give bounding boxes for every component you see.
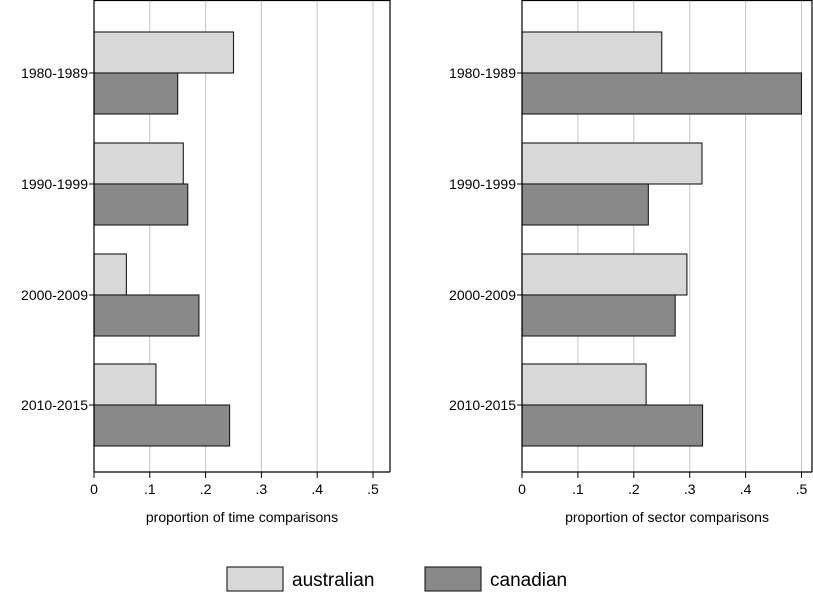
panel-2-category-label-1: 1980-1989 xyxy=(449,65,516,81)
panel-2-x-tick-label-0: 0 xyxy=(518,481,526,497)
panel-1-bar-canadian-1980-1989 xyxy=(93,72,179,115)
panel-1-bar-australian-2010-2015 xyxy=(93,363,157,406)
panel-1-x-tick-label-4: .4 xyxy=(311,481,323,497)
legend-swatch-canadian xyxy=(424,566,482,592)
panel-2-x-axis-title: proportion of sector comparisons xyxy=(565,509,769,525)
panel-1-x-tick-label-2: .2 xyxy=(200,481,212,497)
panel-1-bar-canadian-2000-2009 xyxy=(93,294,200,337)
panel-1-category-label-2: 1990-1999 xyxy=(21,176,88,192)
panel-1-x-tick-label-5: .5 xyxy=(367,481,379,497)
panel-1-x-tick-label-1: .1 xyxy=(144,481,156,497)
panel-1-category-label-1: 1980-1989 xyxy=(21,65,88,81)
panel-2-bar-canadian-1990-1999 xyxy=(521,183,649,226)
panel-1-bar-canadian-2010-2015 xyxy=(93,404,231,447)
panel-1-x-tick-label-3: .3 xyxy=(256,481,268,497)
panel-1-bar-australian-1980-1989 xyxy=(93,31,235,74)
legend-label-australian: australian xyxy=(292,570,374,591)
panel-2-x-tick-label-2: .2 xyxy=(628,481,640,497)
panel-1-bar-canadian-1990-1999 xyxy=(93,183,189,226)
panel-2-bar-australian-2010-2015 xyxy=(521,363,647,406)
panel-1-x-tick-label-0: 0 xyxy=(90,481,98,497)
panel-1-category-label-4: 2010-2015 xyxy=(21,397,88,413)
panel-2-bar-australian-1980-1989 xyxy=(521,31,663,74)
panel-2-category-label-3: 2000-2009 xyxy=(449,287,516,303)
panel-2-x-tick-label-5: .5 xyxy=(796,481,808,497)
panel-2-bar-australian-1990-1999 xyxy=(521,142,703,185)
panel-2-category-label-4: 2010-2015 xyxy=(449,397,516,413)
panel-1-x-axis-title: proportion of time comparisons xyxy=(146,509,338,525)
panel-1-bar-australian-2000-2009 xyxy=(93,253,127,296)
legend-label-canadian: canadian xyxy=(490,570,567,591)
panel-2-category-label-2: 1990-1999 xyxy=(449,176,516,192)
panel-2-bar-canadian-2000-2009 xyxy=(521,294,676,337)
panel-1-bar-australian-1990-1999 xyxy=(93,142,184,185)
panel-2-x-tick-label-1: .1 xyxy=(572,481,584,497)
panel-2-bar-canadian-2010-2015 xyxy=(521,404,704,447)
panel-2-bar-australian-2000-2009 xyxy=(521,253,688,296)
panel-2-bar-canadian-1980-1989 xyxy=(521,72,803,115)
panel-2-x-tick-label-4: .4 xyxy=(740,481,752,497)
panel-2-x-tick-label-3: .3 xyxy=(684,481,696,497)
panel-1-category-label-3: 2000-2009 xyxy=(21,287,88,303)
legend-swatch-australian xyxy=(226,566,284,592)
